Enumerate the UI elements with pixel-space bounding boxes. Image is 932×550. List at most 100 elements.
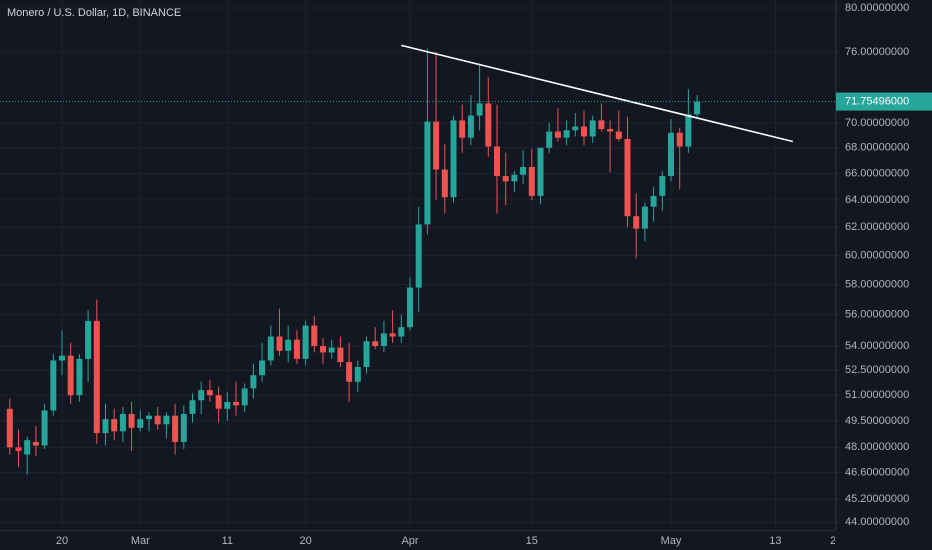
x-axis: 20 Mar 11 20 Apr 15 May 13 20 — [56, 535, 842, 547]
y-tick-label: 52.50000000 — [845, 364, 909, 376]
x-tick-label: 20 — [299, 535, 311, 547]
candle-body — [380, 333, 387, 347]
trend-line — [401, 44, 793, 143]
candle-body — [520, 166, 527, 175]
candle-body — [363, 341, 370, 367]
candle-body — [215, 395, 222, 409]
candle-body — [233, 401, 239, 406]
candle-body — [615, 131, 622, 139]
candle-body — [163, 415, 170, 425]
y-tick-label: 64.00000000 — [845, 194, 909, 206]
candle-body — [407, 287, 413, 328]
y-tick-label: 66.00000000 — [845, 167, 909, 179]
candle-body — [276, 336, 283, 351]
candle-body — [137, 419, 144, 428]
candle-body — [302, 325, 309, 359]
candle-body — [398, 327, 405, 337]
candle-body — [32, 441, 39, 446]
candle-body — [372, 341, 379, 347]
candle-body — [285, 339, 292, 351]
candle-body — [50, 360, 57, 411]
candle-body — [537, 147, 544, 196]
x-tick-label: 13 — [769, 535, 781, 547]
x-tick-label: 15 — [526, 535, 538, 547]
candle-body — [111, 419, 118, 432]
candle-body — [102, 419, 109, 434]
candle-body — [502, 176, 509, 182]
candle-body — [224, 401, 231, 409]
candle-body — [293, 339, 300, 359]
candle-body — [476, 103, 483, 116]
candle-body — [6, 408, 13, 448]
plot — [0, 44, 835, 475]
last-price-label: 71.75496000 — [845, 95, 909, 107]
candle-body — [589, 120, 596, 137]
candle-body — [563, 130, 570, 138]
candle-body — [15, 447, 22, 451]
candle-body — [24, 440, 31, 455]
candle-body — [259, 360, 266, 376]
candle-body — [146, 415, 152, 420]
y-tick-label: 54.00000000 — [845, 340, 909, 352]
chart-title: Monero / U.S. Dollar, 1D, BINANCE — [7, 7, 181, 19]
candle-body — [424, 121, 431, 225]
y-tick-label: 51.00000000 — [845, 389, 909, 401]
candle-body — [676, 132, 683, 147]
x-tick-label: May — [661, 535, 682, 547]
candle-body — [320, 346, 326, 353]
candle-body — [641, 206, 648, 229]
y-tick-label: 70.00000000 — [845, 117, 909, 129]
candle-body — [415, 224, 422, 288]
x-tick-label: 20 — [56, 535, 68, 547]
candle-body — [59, 355, 65, 361]
y-tick-label: 49.50000000 — [845, 415, 909, 427]
candle-body — [41, 410, 48, 446]
candle-body — [433, 121, 440, 170]
candle-body — [467, 115, 474, 138]
candle-body — [67, 355, 74, 396]
candle-body — [598, 120, 605, 130]
y-tick-label: 44.00000000 — [845, 516, 909, 528]
candle-body — [528, 166, 535, 196]
candle-body — [354, 366, 361, 382]
candle-body — [581, 126, 587, 137]
candle-body — [328, 347, 335, 353]
candle-body — [389, 333, 396, 337]
last-price-box — [836, 92, 932, 111]
candle-body — [241, 388, 248, 406]
candle-body — [694, 101, 701, 115]
candle-body — [346, 362, 353, 382]
candle-body — [250, 375, 257, 389]
candle-body — [267, 336, 274, 361]
candle-body — [85, 320, 92, 359]
y-tick-label: 46.60000000 — [845, 467, 909, 479]
candle-body — [668, 132, 674, 177]
candle-body — [659, 176, 666, 196]
y-tick-label: 56.00000000 — [845, 309, 909, 321]
grid — [0, 0, 837, 530]
candle-body — [485, 103, 492, 147]
y-axis: 80.00000000 76.00000000 70.00000000 68.0000… — [835, 2, 932, 528]
candle-body — [624, 138, 631, 217]
y-tick-label: 60.00000000 — [845, 249, 909, 261]
y-tick-label: 76.00000000 — [845, 46, 909, 58]
x-tick-label: 20 — [830, 535, 842, 547]
candle-body — [441, 169, 448, 198]
candle-body — [76, 358, 83, 396]
candle-body — [128, 413, 135, 428]
y-tick-label: 62.00000000 — [845, 221, 909, 233]
y-tick-label: 80.00000000 — [845, 2, 909, 14]
candle-body — [511, 174, 518, 182]
candle-body — [650, 195, 657, 207]
candle-body — [494, 146, 500, 177]
x-tick-label: Apr — [401, 535, 418, 547]
candle-body — [554, 131, 561, 138]
y-tick-label: 58.00000000 — [845, 278, 909, 290]
candle-body — [572, 126, 579, 131]
candle-body — [198, 390, 205, 401]
y-tick-label: 48.00000000 — [845, 441, 909, 453]
candle-body — [93, 320, 100, 434]
